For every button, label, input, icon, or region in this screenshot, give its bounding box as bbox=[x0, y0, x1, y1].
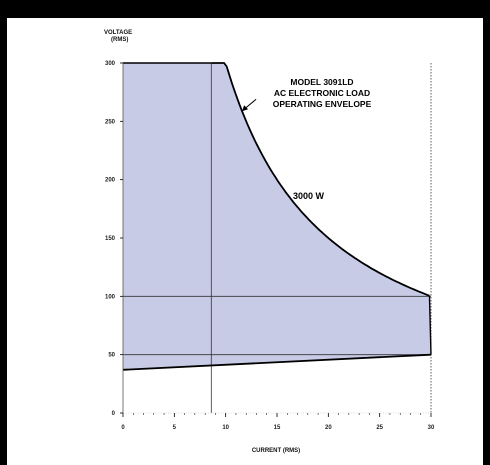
current-limit-line bbox=[428, 295, 432, 355]
y-tick-label: 200 bbox=[105, 178, 116, 184]
y-tick-label: 250 bbox=[105, 119, 116, 125]
power-label-arrowhead bbox=[242, 105, 249, 112]
chart-title-line-1: MODEL 3091LD bbox=[290, 77, 353, 87]
x-tick-label: 30 bbox=[428, 425, 435, 431]
y-tick-label: 50 bbox=[108, 353, 115, 359]
x-tick-label: 10 bbox=[222, 425, 229, 431]
x-axis-title: CURRENT (RMS) bbox=[252, 448, 300, 454]
y-axis-title-line-1: VOLTAGE bbox=[104, 30, 132, 36]
envelope-area bbox=[123, 63, 431, 370]
y-axis-title-line-2: (RMS) bbox=[111, 37, 128, 43]
x-tick-label: 15 bbox=[274, 425, 281, 431]
power-limit-curve bbox=[211, 62, 430, 297]
power-curve-label: 3000 W bbox=[293, 191, 325, 201]
x-tick-label: 25 bbox=[376, 425, 383, 431]
y-tick-label: 150 bbox=[105, 236, 116, 242]
x-tick-label: 20 bbox=[325, 425, 332, 431]
y-tick-label: 300 bbox=[105, 61, 116, 67]
y-tick-label: 100 bbox=[105, 294, 116, 300]
y-tick-label: 0 bbox=[112, 411, 116, 417]
x-tick-label: 0 bbox=[121, 425, 125, 431]
minimum-voltage-line bbox=[122, 353, 432, 371]
chart-title-line-2: AC ELECTRONIC LOAD bbox=[274, 88, 370, 98]
chart-title-line-3: OPERATING ENVELOPE bbox=[273, 99, 372, 109]
x-tick-label: 5 bbox=[173, 425, 177, 431]
